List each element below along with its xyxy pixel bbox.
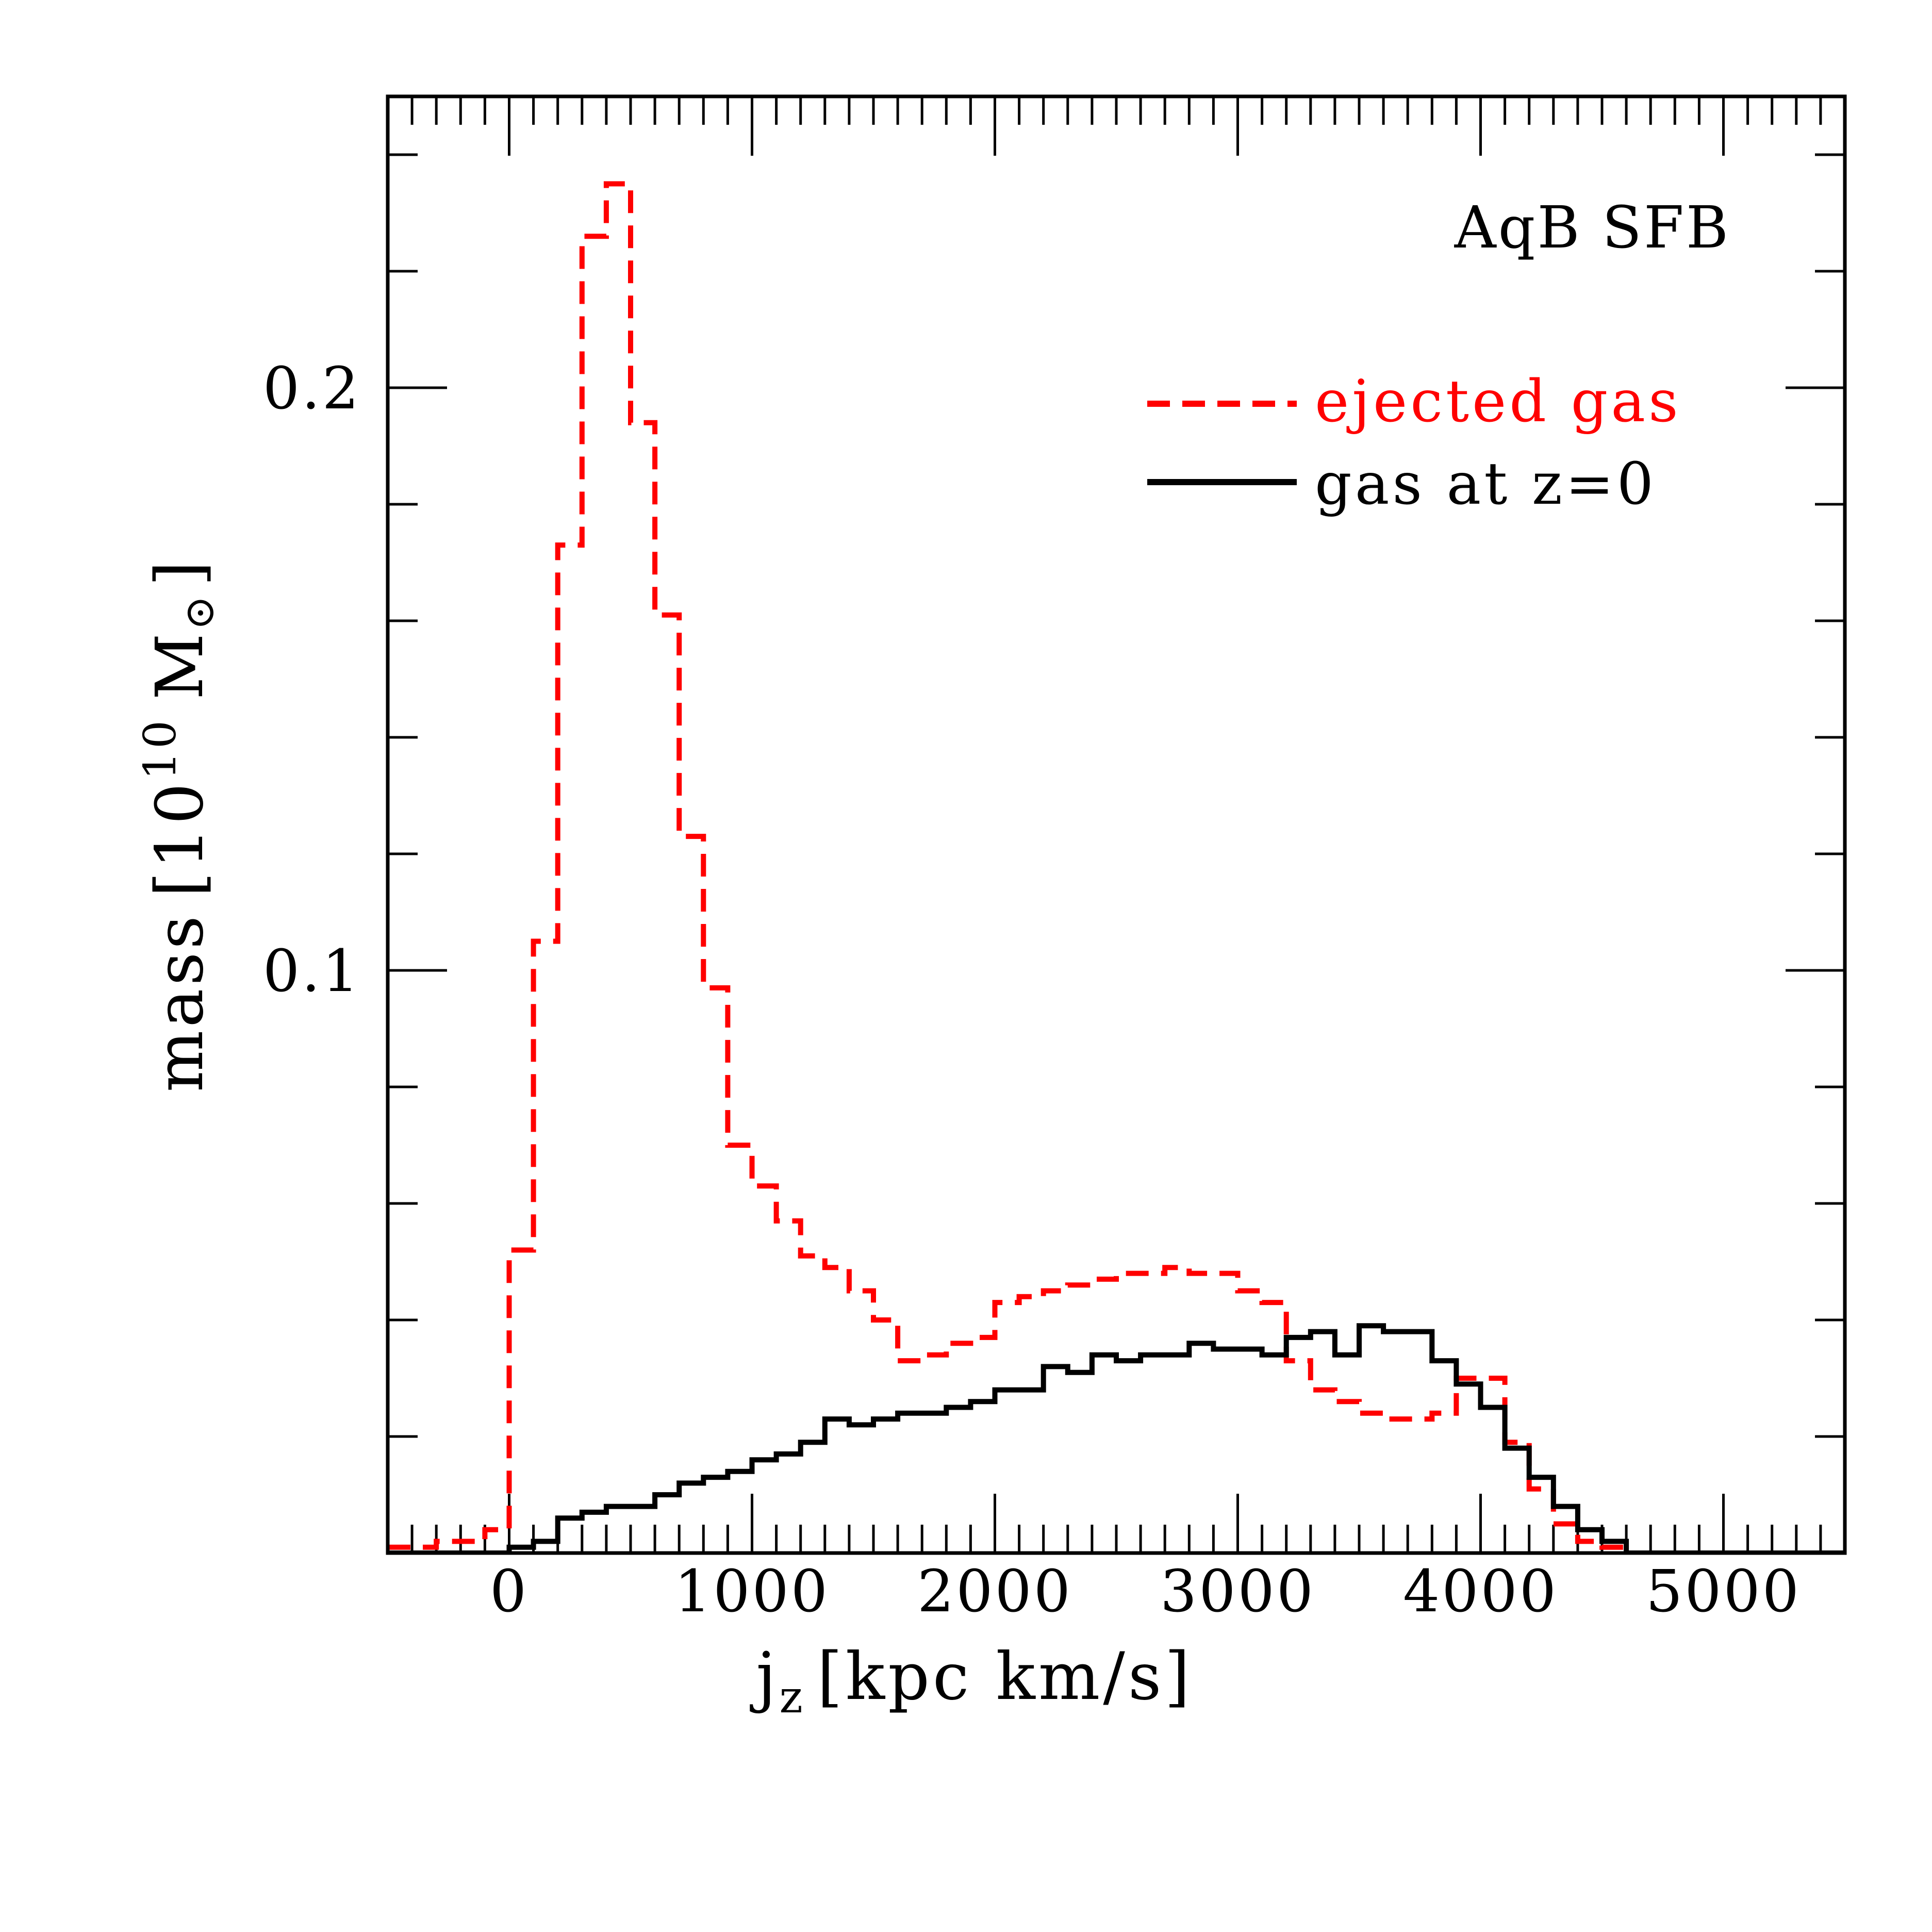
solar-symbol-icon: ⊙ [175, 592, 223, 630]
x-axis-label-units: [kpc km/s] [817, 1639, 1193, 1714]
y-axis-label-close: ] [142, 558, 218, 586]
series-gas-at-z-0 [388, 1323, 1845, 1553]
x-tick-label: 2000 [917, 1558, 1072, 1625]
y-tick-labels: 0.1 0.2 [263, 355, 361, 1005]
y-axis-label-open: [10 [142, 780, 218, 898]
y-axis-label-units: M [142, 630, 218, 700]
legend-label-gas-at-z0: gas at z=0 [1315, 451, 1657, 518]
x-tick-label: 5000 [1646, 1558, 1801, 1625]
run-annotation: AqB SFB [1454, 194, 1730, 261]
legend: ejected gas gas at z=0 [1147, 368, 1681, 518]
plot-frame [386, 94, 1847, 1555]
y-tick-label: 0.2 [263, 355, 361, 422]
series-layer [388, 181, 1845, 1553]
y-axis-label: mass [1010 M⊙] [135, 558, 223, 1092]
y-axis-label-exponent: 10 [135, 717, 186, 780]
x-tick-label: 4000 [1403, 1558, 1558, 1625]
x-tick-label: 1000 [674, 1558, 830, 1625]
x-tick-labels: 0 1000 2000 3000 4000 5000 [490, 1558, 1801, 1625]
x-tick-label: 3000 [1160, 1558, 1315, 1625]
y-tick-label: 0.1 [263, 938, 361, 1005]
y-axis-label-quantity: mass [142, 913, 218, 1092]
x-tick-label: 0 [490, 1558, 529, 1625]
axis-ticks [388, 96, 1845, 1553]
legend-label-ejected-gas: ejected gas [1315, 368, 1681, 435]
x-axis-label: jz [kpc km/s] [749, 1639, 1193, 1723]
x-axis-label-subscript: z [779, 1672, 805, 1723]
